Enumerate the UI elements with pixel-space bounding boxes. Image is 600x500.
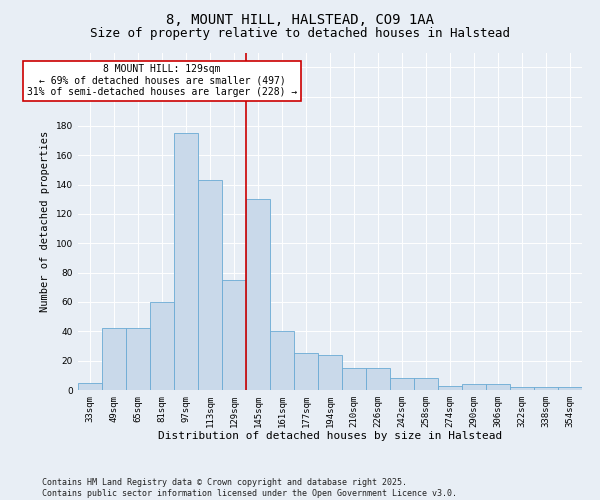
Bar [150,302,174,390]
Text: 8, MOUNT HILL, HALSTEAD, CO9 1AA: 8, MOUNT HILL, HALSTEAD, CO9 1AA [166,12,434,26]
Bar [414,378,438,390]
Bar [438,386,462,390]
Bar [222,280,246,390]
Bar [270,332,294,390]
Y-axis label: Number of detached properties: Number of detached properties [40,130,50,312]
Bar [342,368,366,390]
Bar [294,354,318,390]
Bar [246,199,270,390]
Bar [198,180,222,390]
Bar [558,387,582,390]
Bar [318,355,342,390]
Bar [510,387,534,390]
Bar [486,384,510,390]
Bar [174,133,198,390]
Bar [102,328,126,390]
Text: Contains HM Land Registry data © Crown copyright and database right 2025.
Contai: Contains HM Land Registry data © Crown c… [42,478,457,498]
Bar [534,387,558,390]
X-axis label: Distribution of detached houses by size in Halstead: Distribution of detached houses by size … [158,432,502,442]
Text: 8 MOUNT HILL: 129sqm
← 69% of detached houses are smaller (497)
31% of semi-deta: 8 MOUNT HILL: 129sqm ← 69% of detached h… [27,64,297,98]
Bar [462,384,486,390]
Bar [126,328,150,390]
Bar [366,368,390,390]
Text: Size of property relative to detached houses in Halstead: Size of property relative to detached ho… [90,28,510,40]
Bar [390,378,414,390]
Bar [78,382,102,390]
